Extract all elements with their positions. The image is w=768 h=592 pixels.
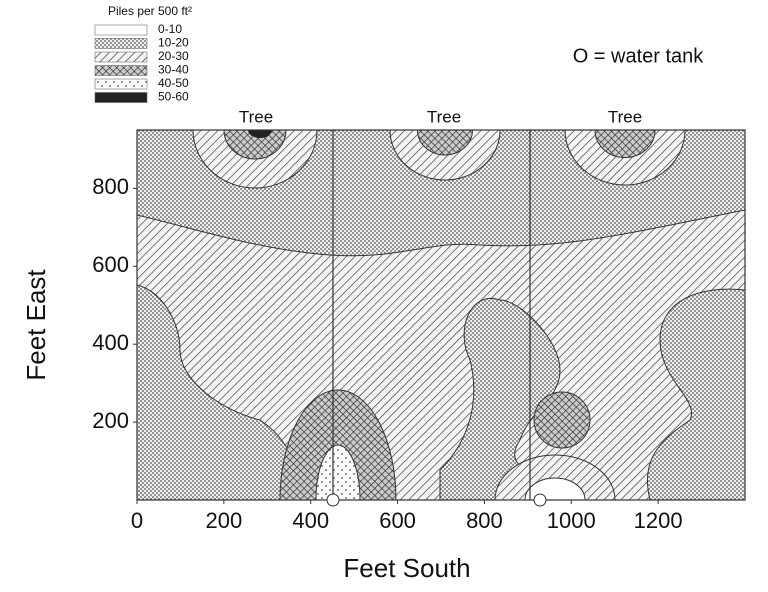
legend-label: 30-40 [158,63,189,77]
y-tick-label: 600 [92,252,129,277]
overlay [136,129,746,507]
annotation: O = water tank [573,45,705,67]
x-tick-label: 800 [466,508,503,533]
y-tick-label: 200 [92,408,129,433]
region [594,130,656,158]
x-tick-label: 1200 [634,508,683,533]
region [248,130,272,138]
annotation: Tree [239,107,273,126]
legend-label: 40-50 [158,76,189,90]
legend-label: 50-60 [158,90,189,104]
region [315,444,361,500]
legend-swatch [94,92,148,103]
y-tick-label: 800 [92,174,129,199]
legend-swatch [94,78,148,90]
legend-swatch [94,38,148,49]
legend-title: Piles per 500 ft² [108,4,192,18]
legend-swatch [94,24,148,36]
water-tank [326,493,340,507]
x-tick-label: 0 [131,508,143,533]
legend-label: 20-30 [158,49,189,63]
region [223,130,287,160]
legend-label: 10-20 [158,36,189,50]
legend-label: 0-10 [158,22,182,36]
annotation: Tree [608,107,642,126]
contour-regions [137,130,745,500]
x-tick-label: 400 [292,508,329,533]
x-tick-label: 1000 [547,508,596,533]
annotation: Tree [427,107,461,126]
plot-frame [136,129,746,501]
x-axis-label: Feet South [343,553,470,583]
legend-swatch [94,51,148,63]
y-tick-label: 400 [92,330,129,355]
water-tank [533,493,547,507]
region [417,130,473,156]
legend-swatch [94,65,148,76]
x-tick-label: 200 [205,508,242,533]
y-axis-label: Feet East [21,269,51,381]
region [533,391,591,449]
x-tick-label: 600 [379,508,416,533]
